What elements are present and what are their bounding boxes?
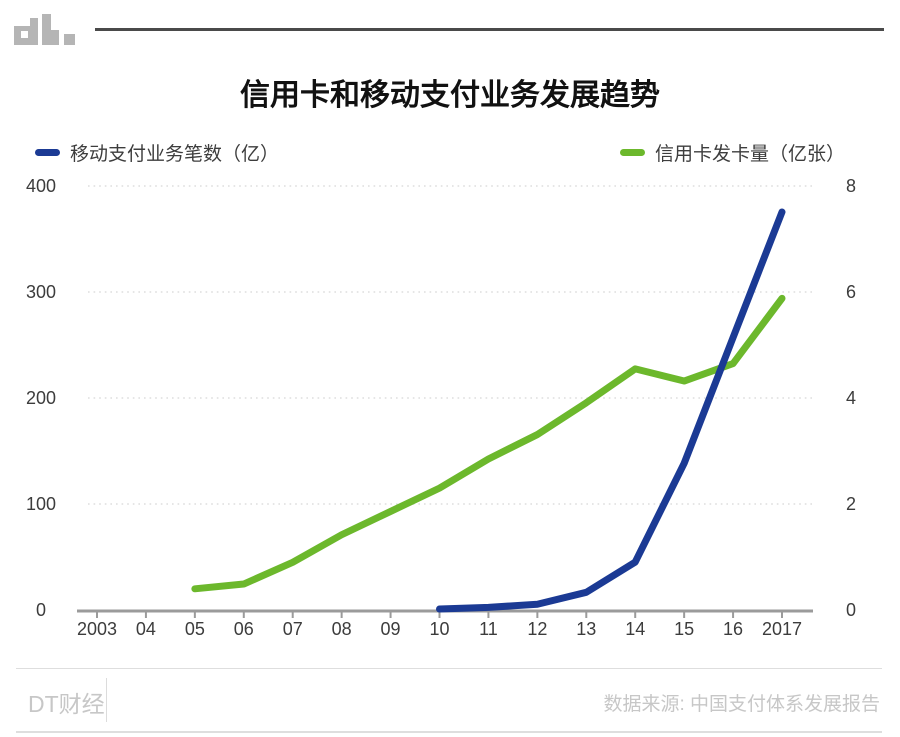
x-tick-label: 15 [674,619,694,639]
right-axis-tick-label: 8 [846,176,856,196]
header-rule [95,28,884,31]
legend-marker-blue [35,148,60,156]
x-tick-label: 04 [136,619,156,639]
legend-item-credit-cards: 信用卡发卡量（亿张） [620,139,845,165]
left-axis-tick-label: 200 [26,388,56,408]
left-axis-tick-label: 100 [26,494,56,514]
chart-title: 信用卡和移动支付业务发展趋势 [240,79,660,112]
x-tick-label: 16 [723,619,743,639]
x-tick-label: 14 [625,619,645,639]
series-line-0 [436,208,786,613]
left-axis-tick-label: 400 [26,176,56,196]
x-tick-label: 07 [283,619,303,639]
footer-data-source: 数据来源: 中国支付体系发展报告 [603,694,880,715]
right-axis-tick-label: 2 [846,494,856,514]
x-tick-label: 08 [332,619,352,639]
x-tick-label: 12 [527,619,547,639]
legend-marker-green [620,148,645,156]
x-tick-label: 06 [234,619,254,639]
dt-logo [14,14,75,45]
legend-item-mobile-payments: 移动支付业务笔数（亿） [35,139,279,165]
footer-brand: DT财经 [28,691,105,717]
right-axis-tick-label: 0 [846,600,856,620]
x-tick-label: 10 [429,619,449,639]
footer-rule-top [16,668,882,669]
series-line-1 [191,294,786,593]
right-axis-tick-label: 4 [846,388,856,408]
footer-rule-bottom [16,731,882,733]
x-tick-label: 09 [381,619,401,639]
x-tick-label: 05 [185,619,205,639]
footer-brand-divider [106,678,107,722]
x-tick-label: 11 [479,619,498,639]
left-axis-tick-label: 300 [26,282,56,302]
right-axis-tick-label: 6 [846,282,856,302]
x-tick-label: 2003 [77,619,117,639]
x-tick-label: 2017 [762,619,802,639]
legend-label: 信用卡发卡量（亿张） [655,143,846,165]
x-tick-label: 13 [576,619,596,639]
left-axis-tick-label: 0 [36,600,46,620]
legend-label: 移动支付业务笔数（亿） [70,143,280,165]
